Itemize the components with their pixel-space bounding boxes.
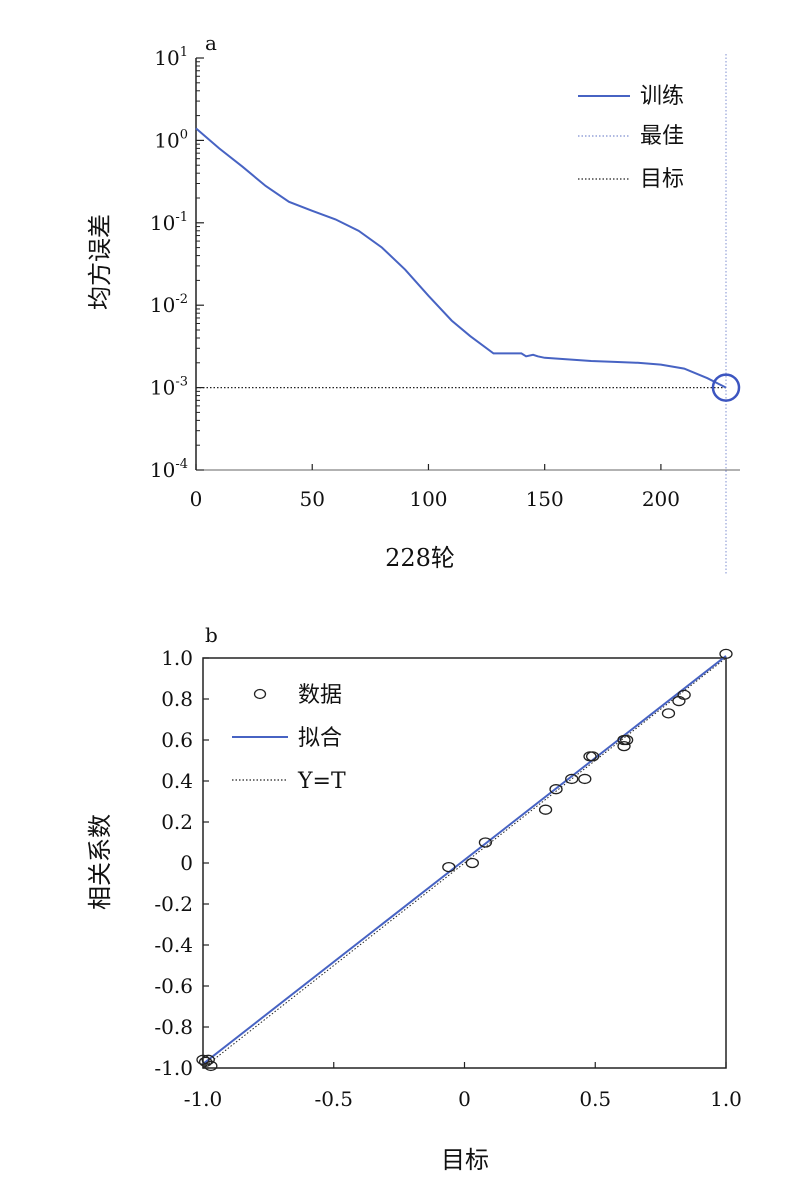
panel-b-y-tick-label: 0.8 bbox=[161, 687, 193, 711]
panel-b-data-point bbox=[478, 837, 493, 848]
panel-a-best-marker bbox=[711, 373, 741, 402]
panel-b-y-tick-label: -0.8 bbox=[154, 1015, 193, 1039]
panel-b-data-point bbox=[465, 857, 479, 869]
panel-a-y-tick-label: 100 bbox=[154, 127, 188, 152]
panel-b-y-tick-label: -0.2 bbox=[154, 892, 193, 916]
panel-b-legend-swatch bbox=[253, 688, 267, 700]
panel-b-y-tick-label: 0 bbox=[180, 851, 193, 875]
panel-b-data-point bbox=[661, 708, 676, 719]
panel-b-data-point bbox=[719, 648, 733, 660]
panel-b-y-tick-label: -1.0 bbox=[154, 1056, 193, 1080]
panel-a-x-tick-label: 150 bbox=[526, 487, 564, 511]
panel-b-y-tick-label: 0.2 bbox=[161, 810, 193, 834]
panel-b-xlabel: 目标 bbox=[441, 1146, 489, 1174]
panel-a-axes: 101 100 10-1 10-2 10-3 10-40 50 100 150 200 bbox=[150, 45, 740, 511]
panel-b-data-point bbox=[677, 689, 691, 701]
panel-a-xlabel: 228轮 bbox=[385, 544, 455, 572]
panel-b-data-point bbox=[538, 804, 553, 815]
panel-a-label: a bbox=[205, 31, 217, 55]
panel-a-x-tick-label: 0 bbox=[190, 487, 203, 511]
panel-a-y-tick-label: 10-1 bbox=[150, 210, 188, 235]
panel-b-identity-line bbox=[202, 657, 727, 1069]
panel-b-data-point bbox=[204, 1060, 218, 1072]
panel-a-series bbox=[195, 54, 741, 575]
panel-b-y-tick-label: 0.4 bbox=[161, 769, 193, 793]
panel-b-axes: 1.0 0.8 0.6 0.4 0.2 0 -0.2 -0.4 -0.6 -0.8 -1.0 -1.0… bbox=[154, 646, 741, 1111]
panel-a-x-tick-label: 100 bbox=[409, 487, 447, 511]
panel-b-data-point bbox=[565, 773, 579, 785]
panel-b-fit-line bbox=[202, 655, 727, 1065]
panel-b-data-point bbox=[583, 751, 597, 762]
panel-b-x-tick-label: -0.5 bbox=[314, 1087, 353, 1111]
panel-a-x-tick-label: 200 bbox=[642, 487, 680, 511]
panel-b-y-tick-label: 1.0 bbox=[161, 646, 193, 670]
panel-a-legend-label: 最佳 bbox=[640, 124, 684, 149]
panel-a-ylabel: 均方误差 bbox=[86, 214, 114, 310]
panel-b-x-tick-label: -1.0 bbox=[184, 1087, 223, 1111]
panel-a-y-tick-label: 10-4 bbox=[150, 457, 188, 482]
panel-b-legend-label: 数据 bbox=[298, 683, 342, 708]
panel-b-x-tick-label: 0 bbox=[458, 1087, 471, 1111]
panel-b-data-point bbox=[549, 784, 563, 795]
panel-a-y-tick-label: 101 bbox=[154, 45, 188, 70]
panel-a-train-line bbox=[195, 127, 727, 389]
panel-b-data-point bbox=[442, 861, 456, 873]
panel-b-data-point bbox=[619, 734, 634, 746]
panel-b-ylabel: 相关系数 bbox=[86, 814, 114, 910]
panel-a-legend-label: 训练 bbox=[640, 84, 684, 109]
panel-a-x-tick-label: 50 bbox=[300, 487, 325, 511]
panel-a-y-tick-label: 10-2 bbox=[150, 292, 188, 317]
panel-b: b 1.0 0.8 0.6 0.4 0.2 0 -0.2 -0.4 -0.6 -0.8 -1.0 -1… bbox=[86, 623, 742, 1174]
panel-b-data-point bbox=[201, 1054, 215, 1065]
panel-b-legend-label: Y=T bbox=[297, 769, 346, 794]
panel-a-y-tick-label: 10-3 bbox=[150, 375, 188, 400]
panel-b-data-point bbox=[196, 1054, 210, 1065]
panel-a-legend-label: 目标 bbox=[640, 167, 684, 192]
panel-b-y-tick-label: 0.6 bbox=[161, 728, 193, 752]
panel-b-data-point bbox=[585, 751, 600, 762]
panel-b-x-tick-label: 0.5 bbox=[579, 1087, 611, 1111]
panel-b-series bbox=[196, 648, 733, 1072]
panel-b-y-tick-label: -0.6 bbox=[154, 974, 193, 998]
panel-b-label: b bbox=[205, 623, 218, 647]
panel-b-data-point bbox=[578, 773, 592, 785]
panel-b-x-tick-label: 1.0 bbox=[710, 1087, 742, 1111]
panel-b-y-tick-label: -0.4 bbox=[154, 933, 193, 957]
panel-b-data-point bbox=[617, 741, 631, 752]
panel-a: a 101 100 10-1 10-2 10-3 10-40 50 100 150 200 训练最… bbox=[86, 31, 741, 575]
panel-b-legend-label: 拟合 bbox=[298, 726, 342, 751]
